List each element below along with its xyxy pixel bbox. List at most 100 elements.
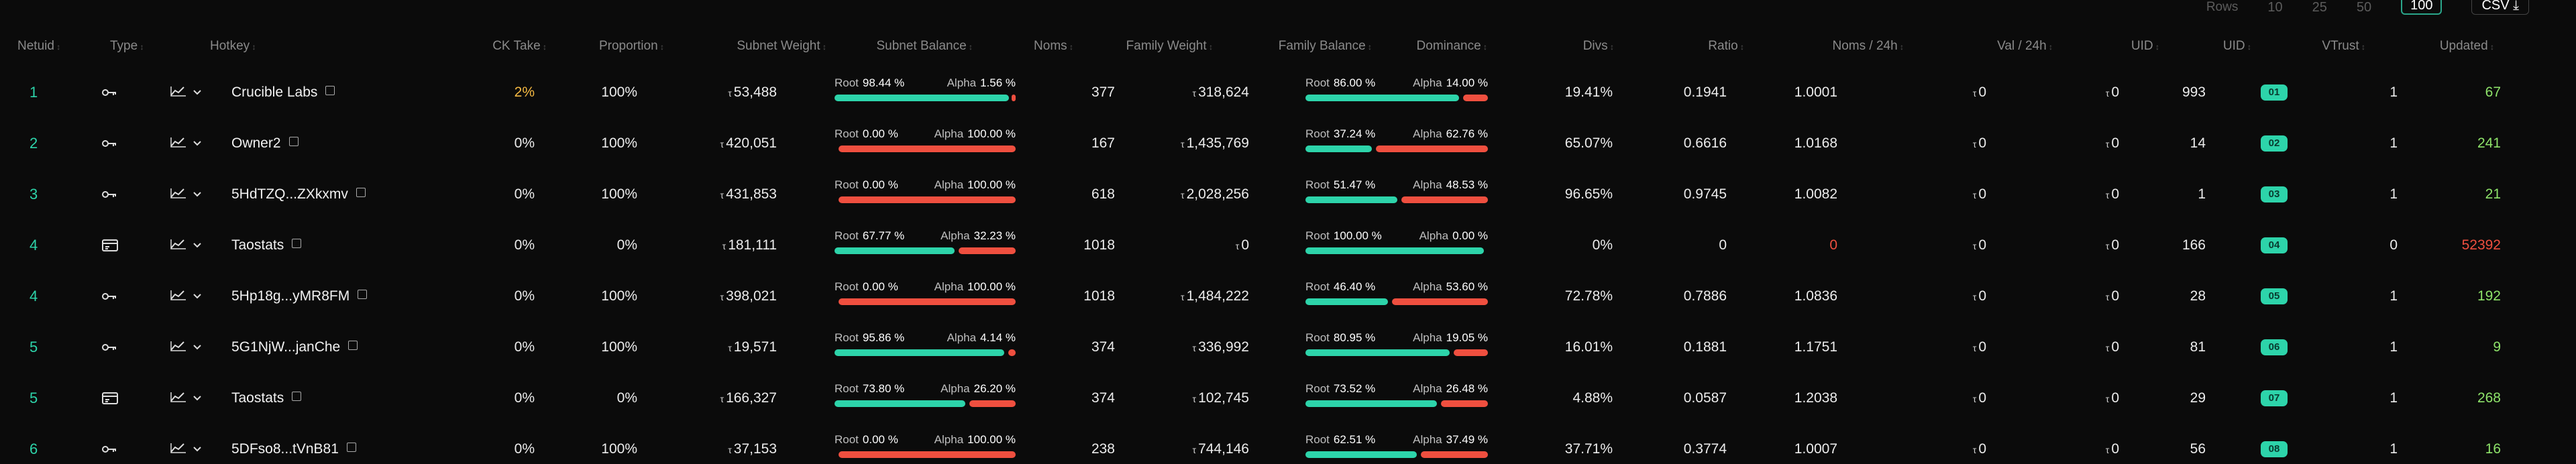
copy-icon[interactable] [288, 137, 299, 146]
netuid-link[interactable]: 4 [30, 288, 38, 304]
hotkey-link[interactable]: 5G1NjW...janChe [231, 322, 358, 373]
hotkey-link[interactable]: Crucible Labs [231, 67, 335, 118]
noms-24h: 1.0168 [1794, 135, 1837, 151]
netuid-link[interactable]: 4 [30, 237, 38, 253]
subnet-balance-root-label: Root 0.00 % [835, 433, 898, 447]
root-value: 62.51 % [1333, 433, 1376, 446]
hotkey-link[interactable]: Taostats [231, 373, 302, 424]
copy-icon[interactable] [292, 239, 302, 248]
chart-menu-button[interactable] [170, 118, 201, 169]
hotkey-link[interactable]: 5Hp18g...yMR8FM [231, 271, 368, 322]
family-balance-bar [1305, 146, 1488, 152]
rows-option-10[interactable]: 10 [2267, 0, 2283, 15]
header-netuid[interactable]: Netuid [17, 39, 60, 54]
header-proportion[interactable]: Proportion [599, 39, 664, 54]
key-icon [102, 169, 117, 220]
netuid-link[interactable]: 3 [30, 186, 38, 202]
copy-icon[interactable] [348, 341, 358, 350]
family-weight-value: 2,028,256 [1186, 186, 1249, 202]
netuid-link[interactable]: 5 [30, 390, 38, 406]
copy-icon[interactable] [356, 188, 366, 197]
subnet-weight: τ 431,853 [720, 169, 777, 221]
header-uid-2[interactable]: UID [2223, 39, 2251, 54]
table-row[interactable]: 4 Taostats 0% 0% τ 181,111 Root 67.77 % Alpha 32.… [0, 220, 2576, 271]
header-hotkey[interactable]: Hotkey [210, 39, 256, 54]
header-family-weight[interactable]: Family Weight [1126, 39, 1213, 54]
root-text: Root [835, 433, 859, 446]
table-row[interactable]: 5 Taostats 0% 0% τ 166,327 Root 73.80 % Alpha 26.… [0, 373, 2576, 424]
rows-option-50[interactable]: 50 [2356, 0, 2372, 15]
subnet-balance-root-label: Root 98.44 % [835, 76, 904, 90]
alpha-value: 26.48 % [1446, 382, 1488, 395]
header-updated[interactable]: Updated [2440, 39, 2494, 54]
header-subnet-weight[interactable]: Subnet Weight [737, 39, 826, 54]
hotkey-link[interactable]: Taostats [231, 220, 302, 271]
header-ck-take[interactable]: CK Take [492, 39, 547, 54]
copy-icon[interactable] [358, 290, 368, 299]
header-noms-24h[interactable]: Noms / 24h [1833, 39, 1904, 54]
tao-symbol: τ [2105, 394, 2110, 404]
chart-menu-button[interactable] [170, 271, 201, 322]
netuid-link[interactable]: 1 [30, 84, 38, 101]
table-row[interactable]: 6 5DFso8...tVnB81 0% 100% τ 37,153 Root 0.00 % A… [0, 424, 2576, 464]
header-noms[interactable]: Noms [1034, 39, 1073, 54]
family-weight: τ 1,435,769 [1181, 118, 1249, 170]
family-weight: τ 744,146 [1193, 424, 1249, 464]
ratio: 0.3774 [1683, 441, 1727, 457]
alpha-value: 37.49 % [1446, 433, 1488, 446]
netuid-link[interactable]: 6 [30, 441, 38, 457]
family-balance-alpha-label: Alpha 62.76 % [1413, 127, 1488, 141]
netuid-link[interactable]: 5 [30, 339, 38, 355]
chevron-down-icon [193, 443, 201, 455]
rows-option-100[interactable]: 100 [2401, 0, 2443, 15]
chart-menu-button[interactable] [170, 424, 201, 464]
table-row[interactable]: 4 5Hp18g...yMR8FM 0% 100% τ 398,021 Root 0.00 %… [0, 271, 2576, 322]
family-balance-root-fill [1305, 196, 1397, 203]
root-value: 80.95 % [1333, 331, 1376, 344]
tao-symbol: τ [728, 445, 732, 455]
header-val-24h[interactable]: Val / 24h [1997, 39, 2053, 54]
table-header: Netuid Type Hotkey CK Take Proportion Subnet … [0, 34, 2576, 60]
divs: 16.01% [1564, 339, 1613, 355]
root-text: Root [835, 229, 859, 242]
header-subnet-balance[interactable]: Subnet Balance [876, 39, 973, 54]
table-row[interactable]: 2 Owner2 0% 100% τ 420,051 Root 0.00 % Alpha 100.… [0, 118, 2576, 169]
copy-icon[interactable] [346, 443, 356, 452]
chart-menu-button[interactable] [170, 373, 201, 424]
table-row[interactable]: 3 5HdTZQ...ZXkxmv 0% 100% τ 431,853 Root 0.00 %… [0, 169, 2576, 220]
chart-menu-button[interactable] [170, 67, 201, 118]
family-balance-root-label: Root 51.47 % [1305, 178, 1375, 192]
uid-tao-value: 0 [2111, 84, 2119, 100]
header-divs[interactable]: Divs [1583, 39, 1614, 54]
header-type[interactable]: Type [110, 39, 144, 54]
header-vtrust[interactable]: VTrust [2322, 39, 2365, 54]
hotkey-link[interactable]: 5HdTZQ...ZXkxmv [231, 169, 366, 220]
table-row[interactable]: 1 Crucible Labs 2% 100% τ 53,488 Root 98.44 % Al… [0, 67, 2576, 118]
chart-icon [170, 239, 186, 253]
hotkey-link[interactable]: 5DFso8...tVnB81 [231, 424, 356, 464]
family-balance-bar [1305, 400, 1488, 407]
copy-icon[interactable] [325, 86, 335, 95]
chart-menu-button[interactable] [170, 322, 201, 373]
ck-take: 2% [514, 84, 535, 100]
alpha-text: Alpha [1413, 382, 1442, 395]
root-value: 73.80 % [862, 382, 905, 395]
root-value: 86.00 % [1333, 76, 1376, 89]
hotkey-link[interactable]: Owner2 [231, 118, 299, 169]
header-dominance[interactable]: Dominance [1417, 39, 1487, 54]
divs: 96.65% [1564, 186, 1613, 202]
rows-option-25[interactable]: 25 [2312, 0, 2327, 15]
header-uid[interactable]: UID [2131, 39, 2159, 54]
hotkey-text: Taostats [231, 237, 284, 253]
csv-download-button[interactable]: CSV ⤓ [2471, 0, 2529, 15]
alpha-text: Alpha [934, 433, 964, 446]
header-ratio[interactable]: Ratio [1708, 39, 1744, 54]
table-row[interactable]: 5 5G1NjW...janChe 0% 100% τ 19,571 Root 95.86 %… [0, 322, 2576, 373]
netuid-link[interactable]: 2 [30, 135, 38, 152]
subnet-weight: τ 181,111 [722, 220, 777, 272]
header-family-balance[interactable]: Family Balance [1279, 39, 1372, 54]
chart-menu-button[interactable] [170, 220, 201, 271]
copy-icon[interactable] [292, 392, 302, 401]
family-weight-value: 0 [1241, 237, 1249, 253]
chart-menu-button[interactable] [170, 169, 201, 220]
